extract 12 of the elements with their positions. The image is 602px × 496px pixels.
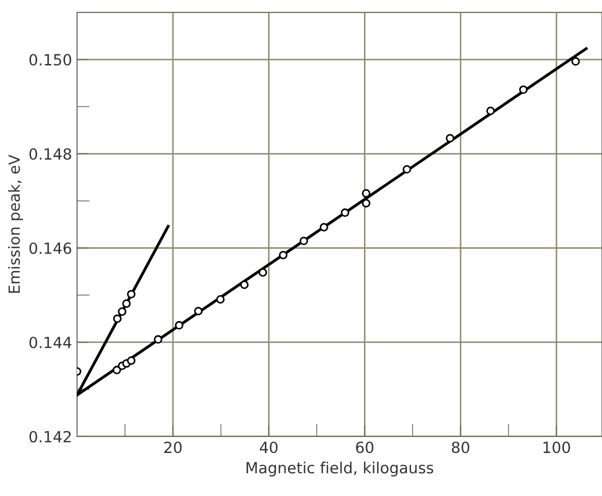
x-tick-label: 60 — [356, 442, 374, 454]
x-tick-label: 80 — [452, 442, 470, 454]
x-tick-label: 100 — [544, 442, 570, 454]
x-tick-label: 20 — [164, 442, 182, 454]
y-tick-label: 0.146 — [29, 242, 72, 254]
x-axis-title: Magnetic field, kilogauss — [246, 462, 434, 476]
y-tick-label: 0.142 — [29, 430, 71, 442]
y-tick-label: 0.144 — [29, 336, 72, 348]
y-tick-label: 0.148 — [29, 148, 72, 160]
y-axis-title: Emission peak, eV — [8, 154, 23, 293]
x-tick-label: 40 — [260, 442, 278, 454]
y-tick-label: 0.150 — [29, 54, 72, 66]
